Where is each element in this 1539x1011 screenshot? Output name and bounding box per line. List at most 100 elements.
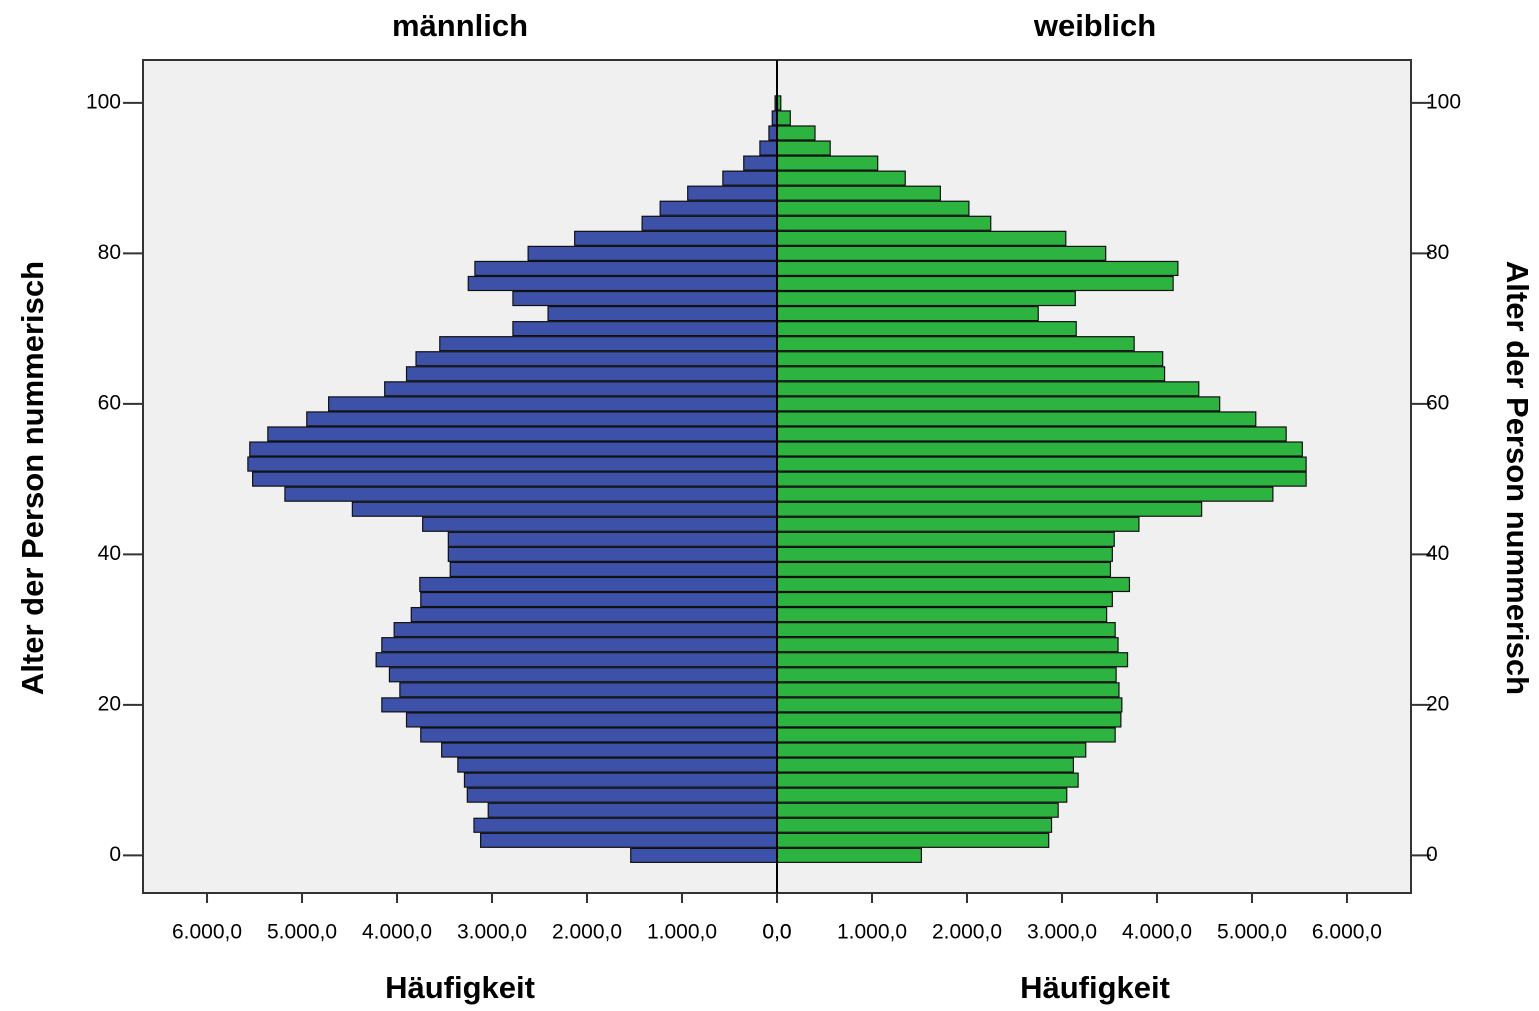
bar	[776, 260, 1179, 277]
bar	[776, 200, 970, 216]
bar	[474, 260, 778, 277]
bar	[776, 230, 1067, 246]
bar	[776, 486, 1274, 502]
x-tick-label: 2.000,0	[552, 921, 622, 944]
bar	[776, 381, 1200, 397]
bar	[328, 396, 778, 412]
bar	[776, 712, 1122, 728]
x-tick-label: 2.000,0	[932, 921, 1002, 944]
bar	[768, 125, 778, 141]
bar	[776, 290, 1076, 307]
y-tick-label: 0	[109, 843, 121, 866]
x-tick-label: 5.000,0	[1217, 921, 1287, 944]
y-tick-label: 20	[98, 692, 121, 715]
bar	[776, 185, 941, 201]
bar	[776, 411, 1257, 427]
bar	[527, 245, 778, 261]
bar	[512, 321, 778, 337]
bar	[249, 441, 778, 457]
bar	[405, 366, 778, 382]
bar	[776, 652, 1129, 668]
x-tick-label: 4.000,0	[1122, 921, 1192, 944]
bar	[776, 787, 1068, 803]
x-tick-label: 6.000,0	[172, 921, 242, 944]
bar	[467, 275, 778, 292]
bar	[547, 305, 778, 322]
bar	[439, 336, 778, 352]
bar	[776, 155, 879, 171]
bar	[399, 682, 778, 698]
y-tick-label: 80	[98, 241, 121, 264]
bar	[447, 546, 778, 562]
bar	[776, 561, 1112, 578]
bar	[641, 215, 778, 231]
bar	[351, 501, 778, 517]
bar	[267, 426, 778, 442]
y-tick-label: 60	[98, 391, 121, 414]
bar	[410, 606, 778, 623]
bar	[457, 757, 778, 773]
bar	[441, 742, 778, 758]
bar	[776, 531, 1115, 547]
bar	[759, 140, 778, 156]
bar	[405, 712, 778, 728]
bar	[776, 772, 1079, 788]
bar	[393, 622, 778, 638]
y-axis-label: Alter der Person nummerisch	[15, 261, 50, 695]
bar	[473, 817, 778, 833]
bar	[776, 125, 816, 141]
bar	[776, 546, 1113, 562]
bar	[776, 697, 1123, 713]
bar	[247, 456, 778, 472]
y-tick-label-right: 100	[1426, 90, 1461, 113]
x-tick-label: 5.000,0	[267, 921, 337, 944]
bar	[776, 757, 1074, 773]
panel-title: männlich	[392, 8, 528, 43]
y-tick-label-right: 20	[1426, 692, 1449, 715]
bar	[776, 351, 1164, 367]
bar	[776, 471, 1307, 487]
bar	[449, 561, 778, 578]
bar	[722, 170, 778, 186]
bar	[776, 305, 1039, 322]
x-axis-label-left: Häufigkeit	[385, 970, 535, 1005]
y-tick-label: 100	[86, 90, 121, 113]
x-tick-label: 1.000,0	[837, 921, 907, 944]
bar	[776, 667, 1117, 683]
bar	[466, 787, 778, 803]
x-tick-label: 4.000,0	[362, 921, 432, 944]
bar	[776, 622, 1116, 638]
bar	[776, 832, 1050, 848]
bar	[743, 155, 778, 171]
x-tick-label: 3.000,0	[1027, 921, 1097, 944]
bar	[284, 486, 778, 502]
bar	[776, 245, 1107, 261]
bar	[306, 411, 778, 427]
bar	[776, 441, 1303, 457]
bar	[776, 727, 1116, 743]
x-tick-label: 3.000,0	[457, 921, 527, 944]
x-axis-label-right: Häufigkeit	[1020, 970, 1170, 1005]
bar	[381, 697, 778, 713]
bar	[480, 832, 778, 848]
bar	[776, 637, 1119, 653]
bar	[687, 185, 778, 201]
bar	[252, 471, 778, 487]
bar	[630, 847, 778, 863]
bar	[375, 652, 778, 668]
bar	[415, 351, 778, 367]
y-axis-label-right: Alter der Person nummerisch	[1500, 261, 1535, 695]
bar	[487, 802, 778, 818]
bar	[574, 230, 778, 246]
bar	[776, 140, 831, 156]
bar	[776, 682, 1120, 698]
y-tick-label-right: 60	[1426, 391, 1449, 414]
bar	[776, 576, 1131, 593]
bar	[776, 321, 1077, 337]
bar	[776, 366, 1166, 382]
bar	[776, 817, 1053, 833]
bar	[388, 667, 778, 683]
bar	[776, 396, 1221, 412]
bar	[776, 606, 1108, 623]
